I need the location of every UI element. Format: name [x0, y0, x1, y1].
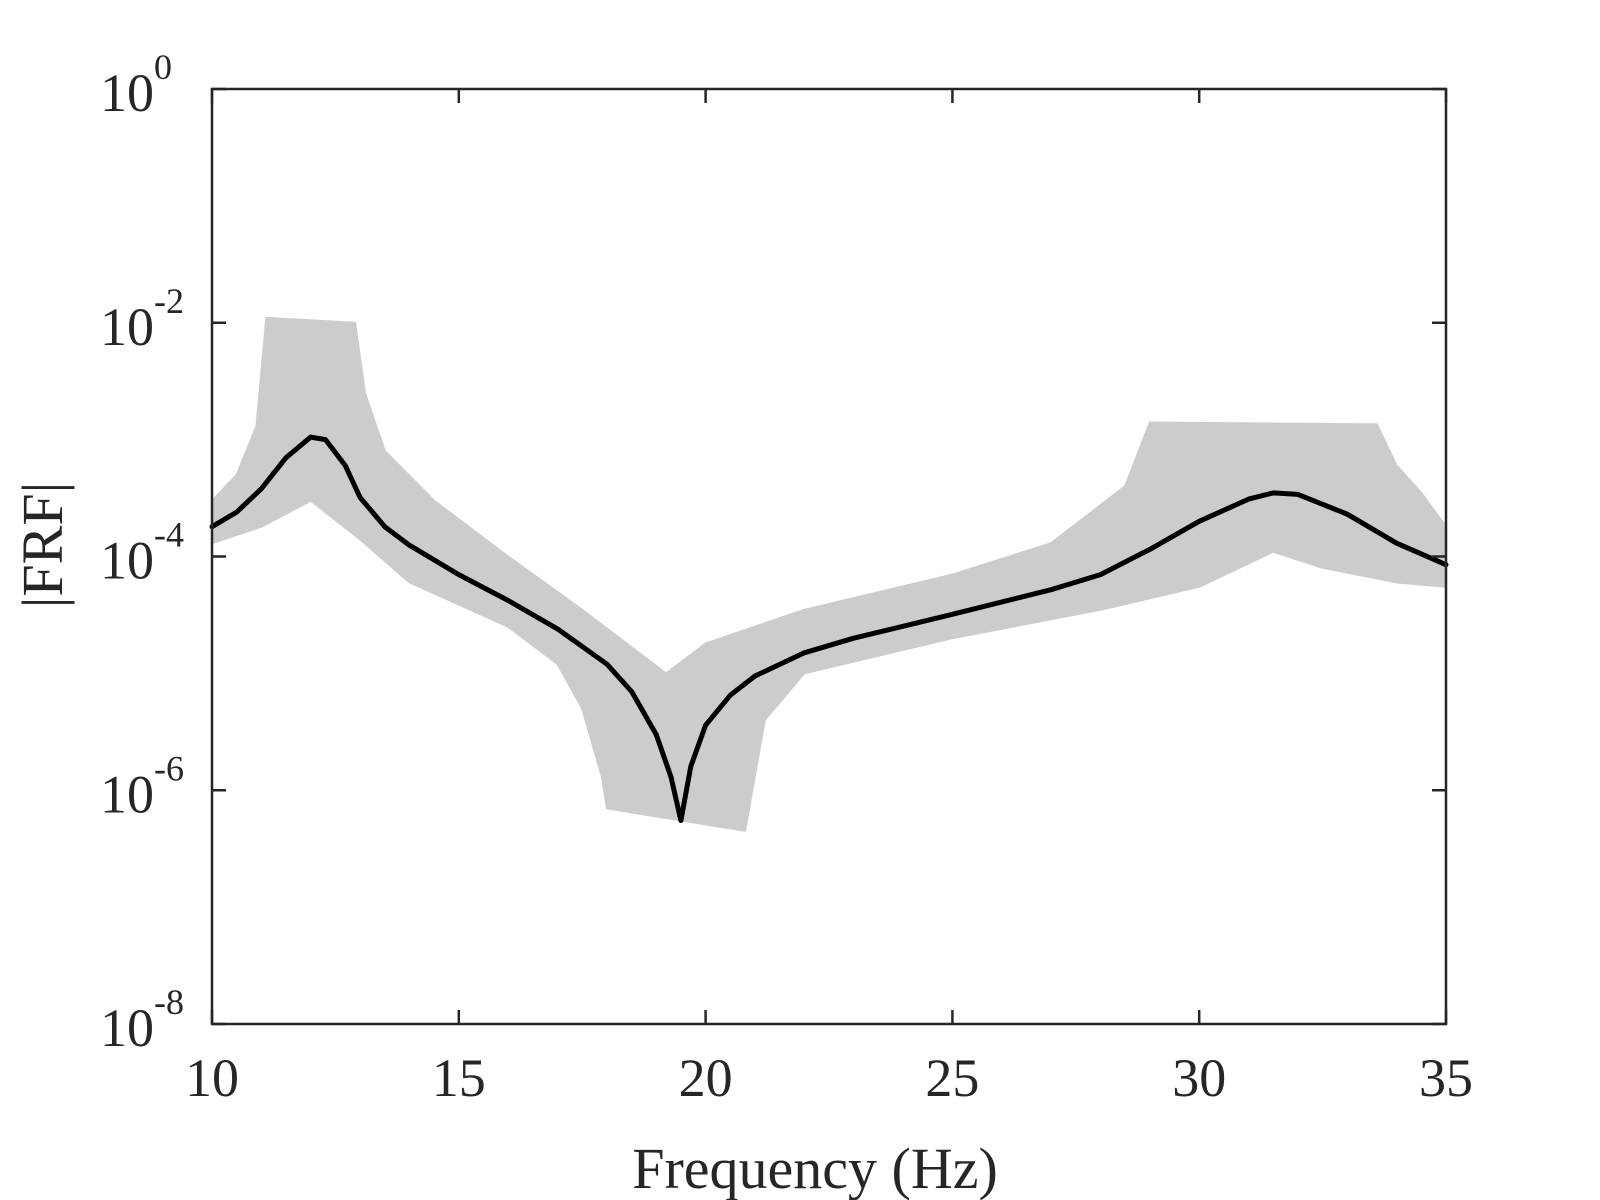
y-tick-label-exponent: -8: [154, 982, 184, 1022]
y-tick-label: 10 -2: [100, 281, 184, 357]
x-tick-label: 30: [1172, 1048, 1226, 1108]
y-tick-label-base: 10: [100, 531, 154, 591]
series-line-1: [209, 434, 1449, 824]
y-tick-label-exponent: -2: [154, 281, 184, 321]
y-tick-label-exponent: 0: [154, 47, 172, 87]
y-tick-label-exponent: -6: [154, 748, 184, 788]
x-axis-label: Frequency (Hz): [632, 1136, 998, 1200]
y-tick-label-exponent: -4: [154, 515, 184, 555]
mean-curve-layer: [209, 434, 1449, 824]
y-tick-label-base: 10: [100, 998, 154, 1058]
y-tick-label-base: 10: [100, 764, 154, 824]
x-tick-label: 10: [185, 1048, 239, 1108]
sample-curves-band-layer: [211, 316, 1447, 832]
y-axis-label: |FRF|: [10, 482, 75, 608]
y-tick-label-base: 10: [100, 297, 154, 357]
y-tick-label-base: 10: [100, 63, 154, 123]
y-tick-label: 10 -6: [100, 748, 184, 824]
x-tick-label: 35: [1419, 1048, 1473, 1108]
x-tick-label: 20: [679, 1048, 733, 1108]
x-tick-label: 15: [432, 1048, 486, 1108]
y-tick-label: 10 -8: [100, 982, 184, 1058]
sample-curves-band: [211, 316, 1447, 832]
y-tick-label: 10 0: [100, 47, 172, 123]
x-tick-layer: 10 15 20 25 30 35: [185, 89, 1473, 1108]
y-tick-label: 10 -4: [100, 515, 184, 591]
x-tick-label: 25: [925, 1048, 979, 1108]
